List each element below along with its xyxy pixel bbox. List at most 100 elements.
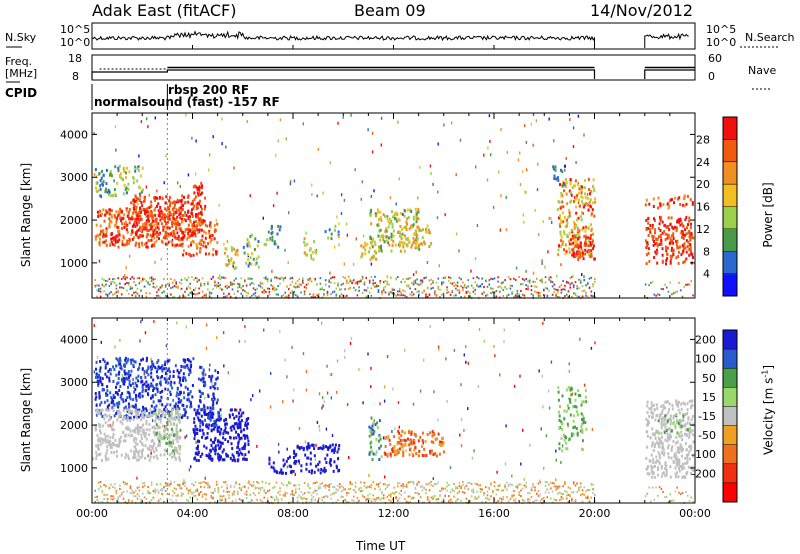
velocity-cell bbox=[532, 501, 534, 503]
power-cell bbox=[428, 293, 431, 296]
power-cell bbox=[550, 217, 552, 220]
power-cell bbox=[506, 294, 508, 297]
power-cell bbox=[230, 257, 233, 261]
velocity-cell bbox=[398, 492, 401, 495]
velocity-cell bbox=[108, 442, 111, 446]
velocity-cell bbox=[137, 394, 140, 398]
power-cell bbox=[214, 284, 216, 287]
velocity-cell bbox=[142, 409, 145, 413]
power-cell bbox=[580, 200, 583, 204]
velocity-cell bbox=[117, 372, 120, 376]
power-cell bbox=[178, 223, 181, 226]
power-cell bbox=[677, 254, 680, 258]
power-cell bbox=[686, 244, 689, 248]
power-cell bbox=[185, 252, 188, 256]
power-cell bbox=[180, 220, 183, 224]
power-cell bbox=[98, 290, 100, 293]
velocity-cell bbox=[261, 500, 264, 503]
velocity-cell bbox=[291, 471, 293, 475]
power-cell bbox=[437, 277, 440, 280]
power-cell bbox=[560, 219, 563, 223]
velocity-cell bbox=[237, 422, 240, 426]
velocity-cell bbox=[152, 455, 155, 459]
power-cell bbox=[446, 291, 448, 294]
velocity-cell bbox=[569, 493, 571, 496]
power-cell bbox=[247, 264, 250, 268]
power-cell bbox=[105, 182, 108, 186]
power-cell bbox=[371, 131, 374, 135]
power-cell bbox=[576, 295, 578, 298]
power-cell bbox=[692, 236, 695, 240]
power-cell bbox=[379, 238, 382, 242]
velocity-cell bbox=[393, 486, 396, 489]
velocity-cell bbox=[286, 447, 288, 451]
velocity-cell bbox=[136, 442, 139, 446]
power-cell bbox=[226, 284, 228, 287]
velocity-cell bbox=[460, 418, 463, 421]
power-cell bbox=[99, 209, 102, 213]
power-cell bbox=[170, 287, 172, 290]
power-cell bbox=[196, 228, 199, 232]
power-cell bbox=[200, 218, 203, 222]
power-cell bbox=[161, 284, 163, 287]
velocity-cell bbox=[209, 454, 212, 458]
velocity-cell bbox=[669, 493, 671, 496]
power-cell bbox=[99, 233, 102, 236]
velocity-cell bbox=[121, 379, 124, 383]
power-cell bbox=[160, 257, 162, 261]
velocity-cell bbox=[495, 493, 498, 496]
velocity-cell bbox=[141, 379, 144, 383]
power-cell bbox=[140, 120, 143, 124]
velocity-cell bbox=[147, 454, 149, 458]
power-cell bbox=[259, 281, 262, 284]
power-cell bbox=[119, 207, 122, 211]
velocity-cell bbox=[210, 375, 213, 379]
power-cell bbox=[518, 276, 520, 278]
velocity-cell bbox=[316, 493, 318, 496]
power-cell bbox=[404, 209, 406, 213]
velocity-cell bbox=[101, 500, 104, 503]
velocity-cell bbox=[539, 479, 541, 483]
power-cell bbox=[316, 194, 318, 198]
power-cell bbox=[252, 287, 255, 290]
power-cell bbox=[126, 214, 129, 218]
power-cell bbox=[187, 209, 190, 213]
velocity-cell bbox=[286, 465, 289, 469]
power-cell bbox=[110, 237, 113, 241]
power-cell bbox=[167, 211, 170, 215]
power-cell bbox=[273, 289, 276, 292]
velocity-cell bbox=[479, 490, 482, 493]
power-cell bbox=[170, 293, 172, 296]
velocity-cell bbox=[114, 391, 117, 395]
velocity-cell bbox=[161, 414, 164, 418]
power-cell bbox=[300, 284, 302, 287]
velocity-cell bbox=[665, 496, 668, 498]
velocity-cell bbox=[662, 490, 664, 493]
velocity-cell bbox=[155, 432, 158, 436]
power-cell bbox=[557, 253, 560, 257]
velocity-cell bbox=[286, 492, 288, 495]
power-cell bbox=[488, 283, 491, 286]
power-cell bbox=[189, 254, 192, 258]
power-cell bbox=[589, 255, 592, 259]
power-cell bbox=[265, 243, 267, 247]
power-cell bbox=[152, 219, 155, 223]
power-cell bbox=[198, 202, 201, 206]
velocity-cell bbox=[99, 379, 102, 383]
power-cell bbox=[188, 229, 190, 233]
power-cell bbox=[119, 282, 121, 285]
velocity-cell bbox=[651, 486, 654, 489]
power-cell bbox=[547, 250, 549, 254]
power-cell bbox=[448, 291, 450, 294]
power-cell bbox=[291, 276, 294, 279]
velocity-cell bbox=[451, 488, 454, 491]
power-cell bbox=[412, 236, 415, 240]
velocity-cell bbox=[155, 448, 158, 452]
velocity-cell bbox=[590, 483, 593, 486]
velocity-cell bbox=[152, 490, 155, 492]
power-cell bbox=[100, 212, 103, 216]
velocity-cell bbox=[560, 461, 562, 464]
power-cell bbox=[175, 221, 178, 225]
power-cell bbox=[388, 222, 391, 226]
power-cell bbox=[442, 281, 445, 284]
